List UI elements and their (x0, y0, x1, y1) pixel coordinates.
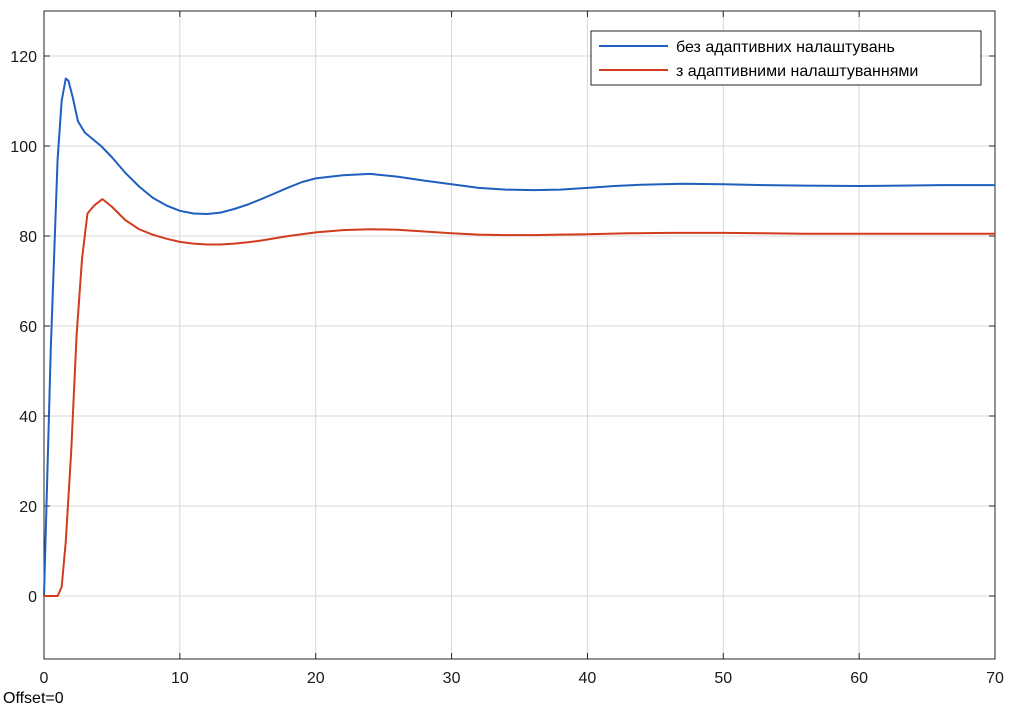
y-tick-label: 100 (10, 139, 37, 156)
legend-label-series-1: без адаптивних налаштувань (676, 39, 895, 56)
legend-box (590, 30, 982, 86)
series-line-2 (44, 198, 995, 597)
axis-ticks (43, 11, 996, 659)
series-lines (43, 77, 995, 597)
x-tick-label: 70 (986, 670, 1004, 687)
offset-label: Offset=0 (3, 690, 64, 707)
x-tick-label: 60 (850, 670, 868, 687)
y-tick-label: 0 (28, 589, 37, 606)
y-axis-tick-labels: 0 20 40 60 80 100 120 (10, 49, 37, 606)
legend-label-series-2: з адаптивними налаштуваннями (676, 63, 918, 80)
legend: без адаптивних налаштувань з адаптивними… (590, 30, 982, 86)
x-tick-label: 30 (443, 670, 461, 687)
plot-background (44, 11, 995, 659)
series-line-1 (43, 77, 995, 597)
y-tick-label: 40 (19, 409, 37, 426)
y-tick-label: 60 (19, 319, 37, 336)
plot-frame (43, 10, 996, 660)
x-tick-label: 0 (40, 670, 49, 687)
x-tick-label: 40 (579, 670, 597, 687)
x-tick-label: 50 (714, 670, 732, 687)
y-tick-label: 120 (10, 49, 37, 66)
x-axis-tick-labels: 0 10 20 30 40 50 60 70 (40, 670, 1004, 687)
y-tick-label: 80 (19, 229, 37, 246)
y-tick-label: 20 (19, 499, 37, 516)
x-tick-label: 20 (307, 670, 325, 687)
x-tick-label: 10 (171, 670, 189, 687)
